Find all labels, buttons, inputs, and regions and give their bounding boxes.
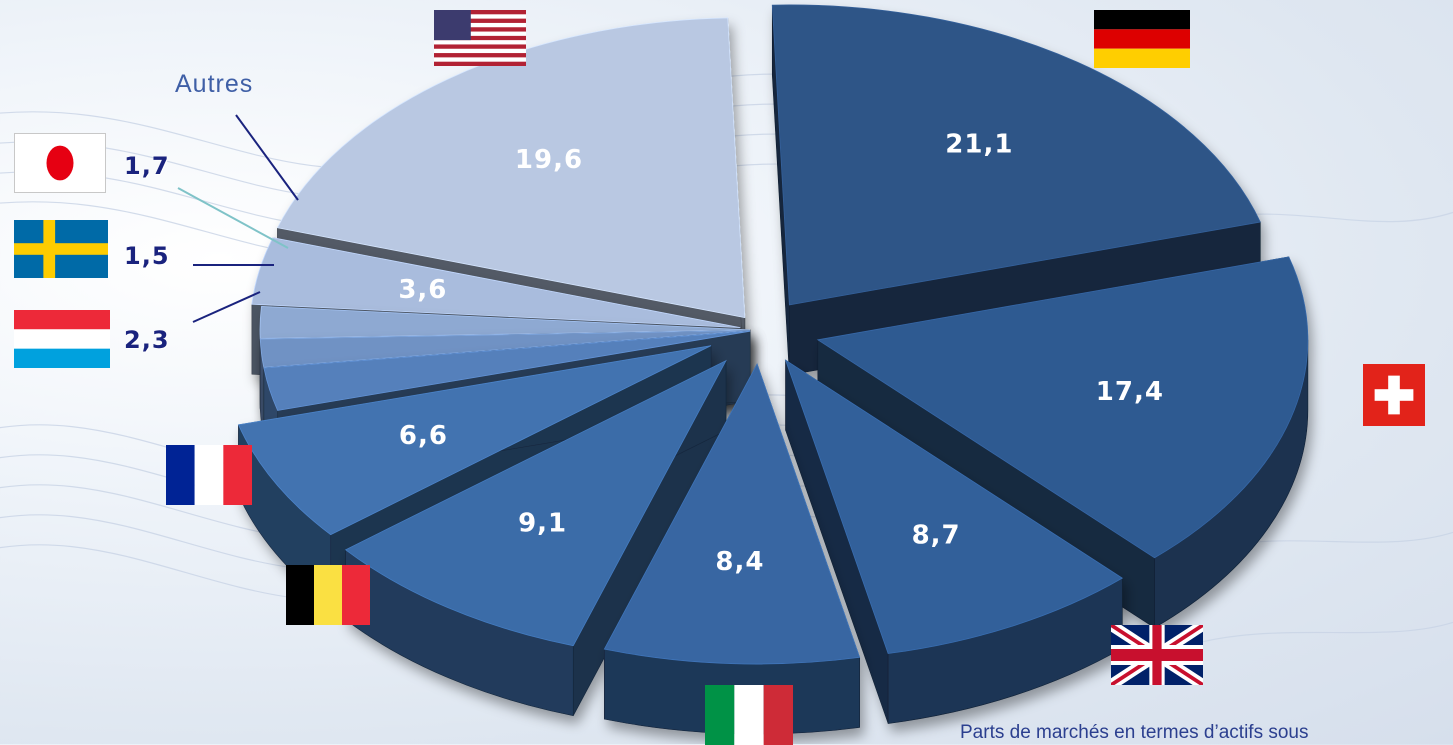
italy-flag-icon <box>705 685 793 745</box>
pie-value-label-3: 8,4 <box>715 547 764 577</box>
japan-value-label: 1,7 <box>124 152 170 180</box>
luxembourg-flag-icon <box>14 310 110 368</box>
leader-line-3 <box>193 292 260 322</box>
germany-flag-icon <box>1094 10 1190 68</box>
pie-value-label-2: 8,7 <box>912 520 961 550</box>
pie-value-label-5: 6,6 <box>399 421 448 451</box>
luxembourg-value-label: 2,3 <box>124 326 170 354</box>
usa-flag-icon <box>434 10 526 66</box>
belgium-flag-icon <box>286 565 370 625</box>
leader-line-0 <box>236 115 298 200</box>
japan-flag-icon <box>14 133 106 193</box>
footer-note: Parts de marchés en termes d’actifs sous <box>960 722 1308 744</box>
autres-label: Autres <box>175 70 253 99</box>
uk-flag-icon <box>1111 625 1203 685</box>
pie-value-label-1: 17,4 <box>1096 377 1164 407</box>
pie-value-label-0: 21,1 <box>945 130 1013 160</box>
pie-value-label-9: 3,6 <box>398 275 447 305</box>
pie-value-label-4: 9,1 <box>518 509 567 539</box>
leader-line-1 <box>178 188 288 248</box>
switzerland-flag-icon <box>1363 364 1425 426</box>
sweden-value-label: 1,5 <box>124 242 170 270</box>
pie-value-label-10: 19,6 <box>515 145 583 175</box>
sweden-flag-icon <box>14 220 108 278</box>
france-flag-icon <box>166 445 252 505</box>
